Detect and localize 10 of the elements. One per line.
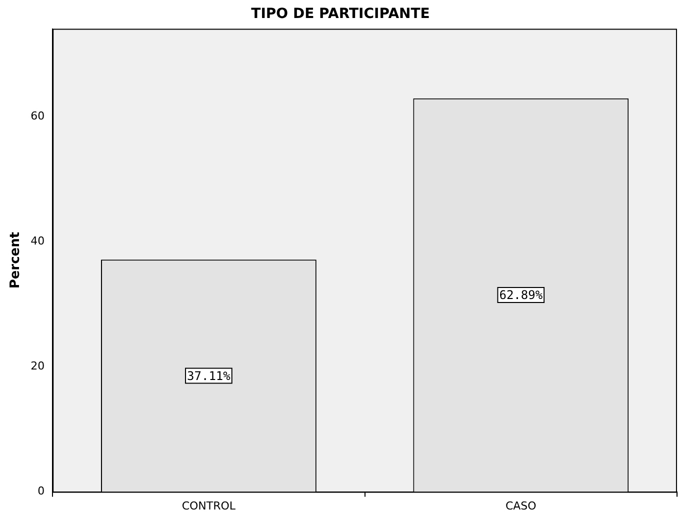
y-tick-label: 20 <box>30 360 45 373</box>
chart-title: TIPO DE PARTICIPANTE <box>251 6 430 22</box>
x-tick-label: CONTROL <box>182 499 236 512</box>
data-label: 62.89% <box>499 288 544 302</box>
y-tick-label: 40 <box>30 234 45 248</box>
y-tick-label: 0 <box>38 484 45 498</box>
y-tick-label: 60 <box>30 109 45 122</box>
data-label: 37.11% <box>187 368 232 383</box>
y-axis-title: Percent <box>8 232 24 289</box>
x-tick-label: CASO <box>505 499 537 512</box>
